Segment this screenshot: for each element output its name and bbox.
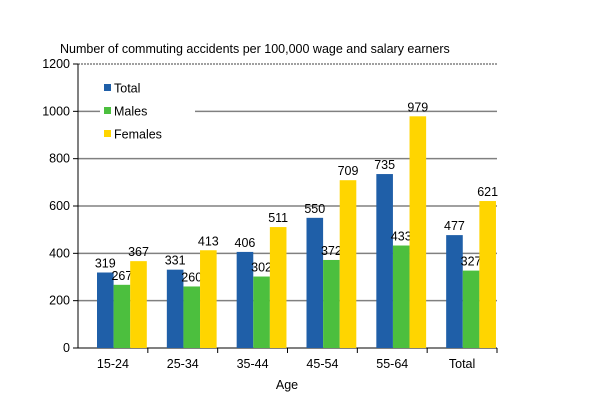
bar-females xyxy=(200,250,217,348)
bar-females xyxy=(339,180,357,348)
data-label: 709 xyxy=(338,164,359,178)
bar-total xyxy=(166,269,184,348)
bar-females xyxy=(409,116,427,348)
bar-total xyxy=(376,174,393,348)
bar-males xyxy=(462,270,480,348)
legend-label: Females xyxy=(114,128,162,142)
bar-males xyxy=(323,259,340,348)
data-label: 302 xyxy=(251,261,272,275)
data-label: 621 xyxy=(477,185,498,199)
data-label: 735 xyxy=(374,158,395,172)
x-tick-label: 45-54 xyxy=(306,357,338,371)
y-tick-label: 600 xyxy=(49,199,70,213)
y-tick-label: 1200 xyxy=(42,57,70,71)
data-label: 367 xyxy=(128,245,149,259)
y-tick-label: 800 xyxy=(49,152,70,166)
legend-swatch-total xyxy=(104,84,111,91)
x-tick-label: 15-24 xyxy=(97,357,129,371)
x-tick-label: 25-34 xyxy=(167,357,199,371)
legend-label: Total xyxy=(114,82,140,96)
x-tick-label: 35-44 xyxy=(237,357,269,371)
data-label: 327 xyxy=(461,255,482,269)
x-tick-label: 55-64 xyxy=(376,357,408,371)
data-label: 319 xyxy=(95,257,116,271)
data-label: 979 xyxy=(407,100,428,114)
y-tick-label: 1000 xyxy=(42,104,70,118)
bar-males xyxy=(253,276,270,348)
bar-males xyxy=(392,245,410,348)
data-label: 331 xyxy=(165,254,186,268)
chart-title: Number of commuting accidents per 100,00… xyxy=(60,42,450,56)
y-tick-label: 0 xyxy=(63,341,70,355)
bar-total xyxy=(236,251,254,348)
legend-swatch-females xyxy=(104,130,111,137)
data-label: 511 xyxy=(268,211,288,225)
data-label: 267 xyxy=(111,269,132,283)
data-label: 372 xyxy=(321,244,342,258)
bar-males xyxy=(183,286,201,348)
x-axis-label: Age xyxy=(276,378,298,392)
bar-females xyxy=(269,227,287,348)
data-label: 413 xyxy=(198,234,219,248)
legend-background xyxy=(100,74,195,150)
bar-total xyxy=(97,272,114,348)
legend-swatch-males xyxy=(104,107,111,114)
data-label: 260 xyxy=(181,270,202,284)
y-tick-label: 400 xyxy=(49,246,70,260)
data-label: 550 xyxy=(304,202,325,216)
bar-females xyxy=(479,201,496,348)
data-label: 406 xyxy=(235,236,256,250)
bar-total xyxy=(306,217,324,348)
bar-total xyxy=(446,235,463,348)
bar-males xyxy=(113,284,131,348)
legend-label: Males xyxy=(114,105,147,119)
x-tick-label: Total xyxy=(449,357,475,371)
data-label: 477 xyxy=(444,219,465,233)
y-tick-label: 200 xyxy=(49,294,70,308)
bar-females xyxy=(130,261,147,348)
data-label: 433 xyxy=(391,230,412,244)
